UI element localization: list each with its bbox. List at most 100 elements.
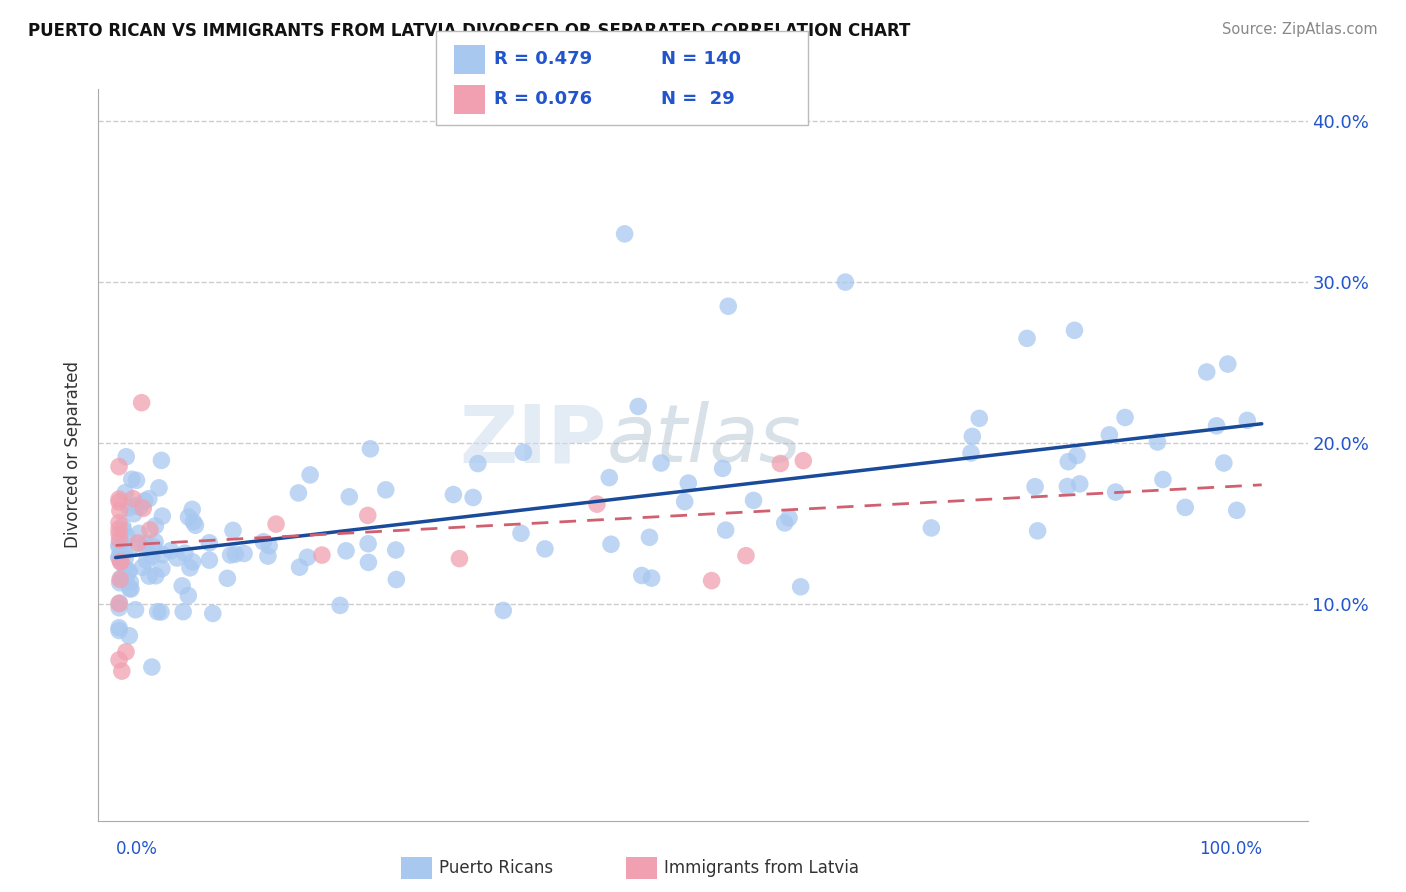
Point bbox=[114, 561, 136, 575]
Point bbox=[357, 508, 380, 523]
Point bbox=[114, 485, 136, 500]
Point bbox=[108, 624, 131, 638]
Point bbox=[150, 509, 173, 524]
Point bbox=[177, 589, 200, 603]
Point bbox=[1205, 418, 1227, 433]
Point bbox=[789, 580, 811, 594]
Point bbox=[129, 500, 152, 514]
Point bbox=[257, 549, 280, 563]
Point bbox=[108, 537, 131, 551]
Point bbox=[1056, 479, 1078, 493]
Text: R = 0.479: R = 0.479 bbox=[494, 51, 592, 69]
Point bbox=[174, 546, 197, 560]
Point bbox=[778, 511, 800, 525]
Point bbox=[181, 555, 204, 569]
Point bbox=[1146, 435, 1168, 450]
Text: R = 0.076: R = 0.076 bbox=[494, 90, 592, 108]
Point bbox=[118, 582, 141, 596]
Text: atlas: atlas bbox=[606, 401, 801, 479]
Text: Source: ZipAtlas.com: Source: ZipAtlas.com bbox=[1222, 22, 1378, 37]
Point bbox=[108, 495, 131, 509]
Point bbox=[108, 522, 131, 536]
Point bbox=[122, 491, 145, 506]
Point bbox=[1174, 500, 1197, 515]
Point bbox=[111, 519, 134, 533]
Point bbox=[920, 521, 942, 535]
Point bbox=[108, 575, 131, 590]
Point bbox=[148, 481, 170, 495]
Point bbox=[492, 603, 515, 617]
Point bbox=[110, 555, 132, 569]
Point bbox=[449, 551, 471, 566]
Point bbox=[1024, 480, 1046, 494]
Point bbox=[108, 492, 131, 507]
Point bbox=[586, 497, 609, 511]
Point bbox=[121, 540, 143, 554]
Point bbox=[120, 575, 142, 590]
Point bbox=[217, 571, 239, 585]
Point bbox=[534, 541, 557, 556]
Point bbox=[627, 400, 650, 414]
Point bbox=[118, 500, 141, 515]
Point bbox=[711, 461, 734, 475]
Point bbox=[115, 645, 138, 659]
Point bbox=[108, 533, 131, 547]
Point bbox=[138, 569, 160, 583]
Point bbox=[134, 493, 156, 508]
Point bbox=[962, 429, 984, 443]
Point bbox=[678, 476, 700, 491]
Point bbox=[441, 487, 464, 501]
Point bbox=[714, 523, 737, 537]
Point bbox=[131, 560, 153, 574]
Point bbox=[141, 660, 163, 674]
Point bbox=[297, 550, 319, 565]
Point bbox=[108, 548, 131, 562]
Point bbox=[108, 503, 131, 517]
Point bbox=[792, 453, 814, 467]
Point bbox=[110, 555, 132, 569]
Point bbox=[1026, 524, 1049, 538]
Point bbox=[121, 472, 143, 486]
Point bbox=[115, 450, 138, 464]
Point bbox=[1152, 473, 1174, 487]
Point bbox=[125, 473, 148, 487]
Point bbox=[108, 596, 131, 610]
Point bbox=[233, 546, 256, 560]
Text: PUERTO RICAN VS IMMIGRANTS FROM LATVIA DIVORCED OR SEPARATED CORRELATION CHART: PUERTO RICAN VS IMMIGRANTS FROM LATVIA D… bbox=[28, 22, 911, 40]
Point bbox=[124, 603, 146, 617]
Point bbox=[1226, 503, 1249, 517]
Point bbox=[385, 573, 408, 587]
Point bbox=[108, 621, 131, 635]
Point bbox=[184, 518, 207, 533]
Point bbox=[108, 540, 131, 554]
Point bbox=[150, 453, 173, 467]
Point bbox=[510, 526, 533, 541]
Point bbox=[374, 483, 396, 497]
Point bbox=[143, 534, 166, 549]
Point bbox=[108, 551, 131, 566]
Point bbox=[198, 536, 221, 550]
Point bbox=[131, 395, 153, 409]
Point bbox=[461, 491, 484, 505]
Point bbox=[288, 560, 311, 574]
Point bbox=[742, 493, 765, 508]
Point bbox=[1098, 427, 1121, 442]
Point bbox=[311, 548, 333, 562]
Point bbox=[638, 530, 661, 544]
Point bbox=[141, 549, 163, 563]
Point bbox=[222, 524, 245, 538]
Point bbox=[198, 553, 221, 567]
Point bbox=[108, 516, 131, 530]
Point bbox=[139, 523, 162, 537]
Point bbox=[115, 573, 138, 587]
Point bbox=[135, 537, 157, 551]
Point bbox=[138, 491, 160, 506]
Point bbox=[1212, 456, 1234, 470]
Point bbox=[264, 517, 287, 532]
Point bbox=[108, 600, 131, 615]
Point bbox=[110, 571, 132, 585]
Point bbox=[834, 275, 856, 289]
Point bbox=[598, 470, 620, 484]
Point bbox=[357, 555, 380, 569]
Point bbox=[359, 442, 381, 456]
